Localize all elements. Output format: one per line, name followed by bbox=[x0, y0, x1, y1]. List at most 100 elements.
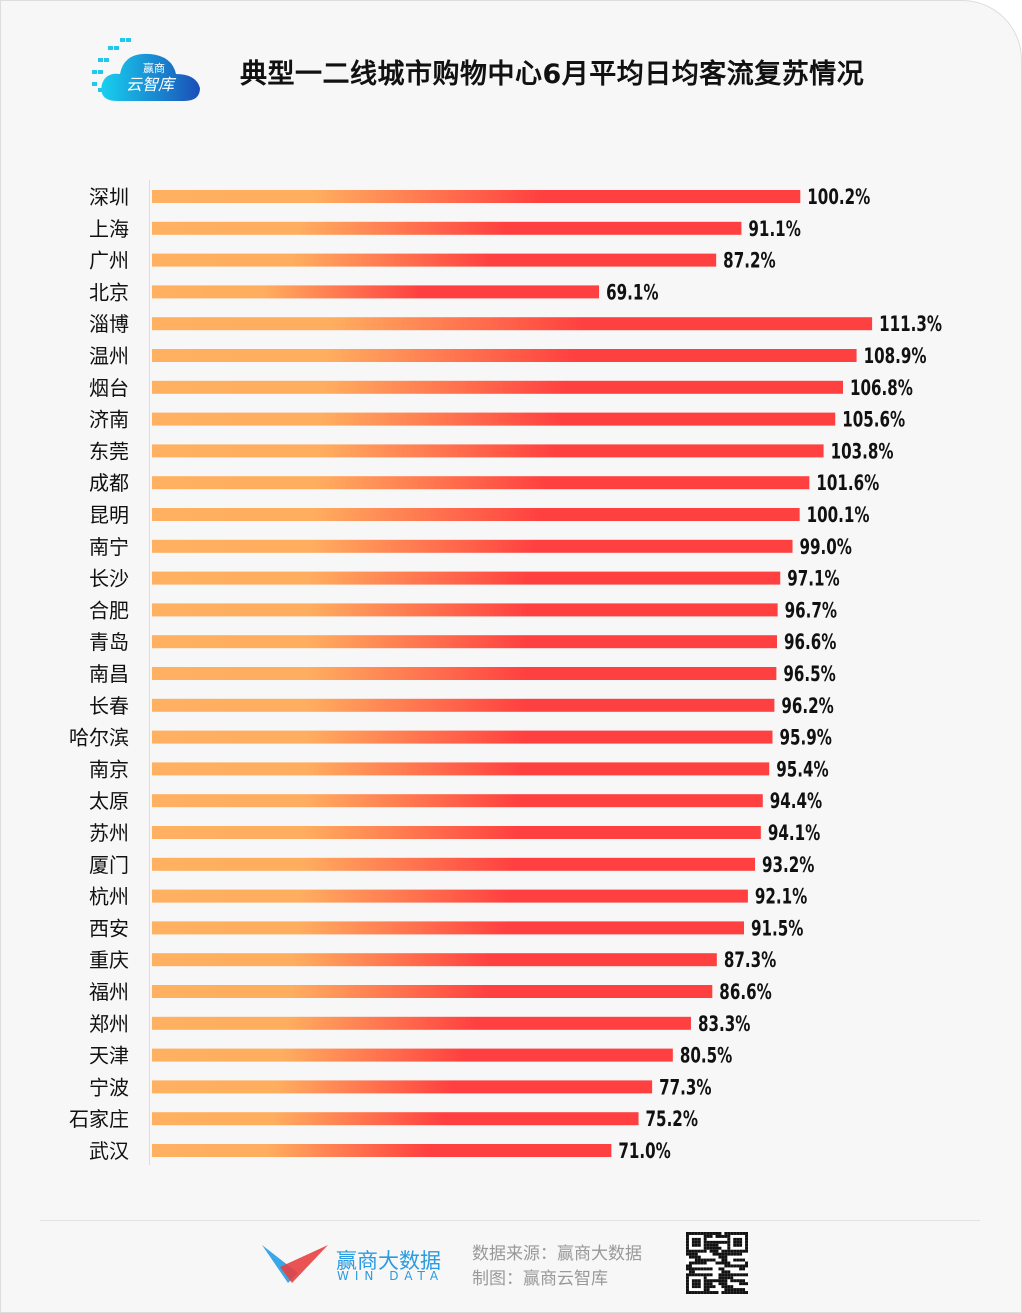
category-label: 南宁 bbox=[89, 535, 129, 559]
value-label: 96.6% bbox=[784, 631, 836, 655]
win-data-logo-icon bbox=[262, 1245, 328, 1283]
category-label: 长春 bbox=[89, 694, 129, 718]
value-label: 71.0% bbox=[618, 1140, 670, 1164]
category-label: 淄博 bbox=[89, 312, 129, 336]
value-label: 95.4% bbox=[776, 758, 828, 782]
category-label: 石家庄 bbox=[69, 1107, 129, 1131]
bar bbox=[152, 1080, 653, 1094]
value-label: 103.8% bbox=[831, 440, 894, 464]
value-label: 100.2% bbox=[807, 186, 870, 210]
value-label: 111.3% bbox=[879, 313, 942, 337]
bar bbox=[152, 539, 793, 553]
logo-text-2: 云智库 bbox=[126, 75, 177, 94]
qr-code[interactable] bbox=[686, 1232, 748, 1294]
data-source: 数据来源：赢商大数据 bbox=[472, 1244, 642, 1264]
value-label: 99.0% bbox=[800, 535, 852, 559]
category-label: 济南 bbox=[89, 408, 129, 432]
category-label: 厦门 bbox=[89, 853, 129, 877]
value-label: 91.1% bbox=[748, 217, 800, 241]
bar bbox=[152, 285, 600, 299]
bar bbox=[152, 921, 745, 935]
bar-chart: 深圳 100.2% 上海 91.1% 广州 87.2% 北京 69.1% 淄博 111.3% 温州 1… bbox=[69, 185, 942, 1164]
bar bbox=[152, 826, 761, 839]
category-label: 烟台 bbox=[89, 376, 129, 400]
value-label: 96.7% bbox=[785, 599, 837, 623]
bar bbox=[152, 221, 742, 235]
value-label: 101.6% bbox=[816, 472, 879, 496]
bar bbox=[152, 635, 778, 649]
category-label: 成都 bbox=[89, 471, 129, 495]
value-label: 93.2% bbox=[762, 853, 814, 877]
value-label: 100.1% bbox=[807, 504, 870, 528]
value-label: 77.3% bbox=[659, 1076, 711, 1100]
category-label: 武汉 bbox=[89, 1139, 129, 1163]
value-label: 105.6% bbox=[842, 408, 905, 432]
bar bbox=[152, 730, 773, 744]
brand-cn: 赢商大数据 bbox=[336, 1249, 441, 1273]
bar bbox=[152, 667, 777, 680]
category-label: 东莞 bbox=[89, 439, 129, 463]
category-label: 西安 bbox=[89, 916, 129, 940]
bar bbox=[152, 412, 836, 426]
value-label: 83.3% bbox=[698, 1012, 750, 1036]
category-label: 宁波 bbox=[89, 1075, 129, 1099]
bar bbox=[152, 380, 843, 394]
category-label: 广州 bbox=[89, 249, 129, 273]
bar bbox=[152, 317, 873, 331]
category-label: 天津 bbox=[89, 1044, 129, 1068]
bar bbox=[152, 794, 763, 808]
value-label: 106.8% bbox=[850, 376, 913, 400]
value-label: 87.2% bbox=[723, 249, 775, 273]
value-label: 75.2% bbox=[646, 1108, 698, 1132]
value-label: 97.1% bbox=[787, 567, 839, 591]
category-label: 郑州 bbox=[89, 1012, 129, 1036]
bar bbox=[152, 1016, 691, 1030]
logo-text-1: 赢商 bbox=[143, 61, 165, 75]
value-label: 94.4% bbox=[770, 790, 822, 814]
value-label: 87.3% bbox=[724, 949, 776, 973]
value-label: 96.2% bbox=[781, 694, 833, 718]
value-label: 95.9% bbox=[779, 726, 831, 750]
bar bbox=[152, 985, 713, 998]
bar bbox=[152, 253, 717, 267]
value-label: 94.1% bbox=[768, 822, 820, 846]
category-label: 温州 bbox=[89, 344, 129, 368]
bar bbox=[152, 444, 824, 458]
bar bbox=[152, 698, 775, 712]
category-label: 哈尔滨 bbox=[69, 726, 129, 750]
bar bbox=[152, 762, 770, 776]
category-label: 上海 bbox=[89, 217, 129, 241]
category-label: 南京 bbox=[89, 757, 129, 781]
chart-title: 典型一二线城市购物中心6月平均日均客流复苏情况 bbox=[240, 59, 865, 90]
bar bbox=[152, 476, 810, 490]
bar bbox=[152, 349, 857, 362]
category-label: 深圳 bbox=[89, 185, 129, 209]
category-label: 北京 bbox=[89, 280, 129, 304]
bar bbox=[152, 1112, 639, 1126]
made-by: 制图：赢商云智库 bbox=[472, 1269, 608, 1289]
value-label: 80.5% bbox=[680, 1044, 732, 1068]
bar bbox=[152, 1048, 673, 1062]
value-label: 86.6% bbox=[719, 981, 771, 1005]
bar bbox=[152, 857, 756, 871]
category-label: 福州 bbox=[89, 980, 129, 1004]
bar bbox=[152, 1144, 612, 1157]
category-label: 太原 bbox=[89, 789, 129, 813]
bar bbox=[152, 953, 717, 967]
bar bbox=[152, 571, 781, 585]
value-label: 108.9% bbox=[864, 345, 927, 369]
category-label: 昆明 bbox=[89, 503, 129, 527]
brand-en: WIN DATA bbox=[337, 1269, 445, 1283]
source-text: 数据来源：赢商大数据 制图：赢商云智库 bbox=[472, 1242, 642, 1292]
category-label: 苏州 bbox=[89, 821, 129, 845]
category-label: 杭州 bbox=[89, 885, 129, 909]
value-label: 91.5% bbox=[751, 917, 803, 941]
bar bbox=[152, 889, 748, 903]
value-label: 96.5% bbox=[783, 663, 835, 687]
value-label: 92.1% bbox=[755, 885, 807, 909]
category-label: 长沙 bbox=[89, 567, 129, 591]
value-label: 69.1% bbox=[606, 281, 658, 305]
bar bbox=[152, 190, 801, 203]
logo-cloud: 赢商 云智库 bbox=[92, 38, 200, 101]
